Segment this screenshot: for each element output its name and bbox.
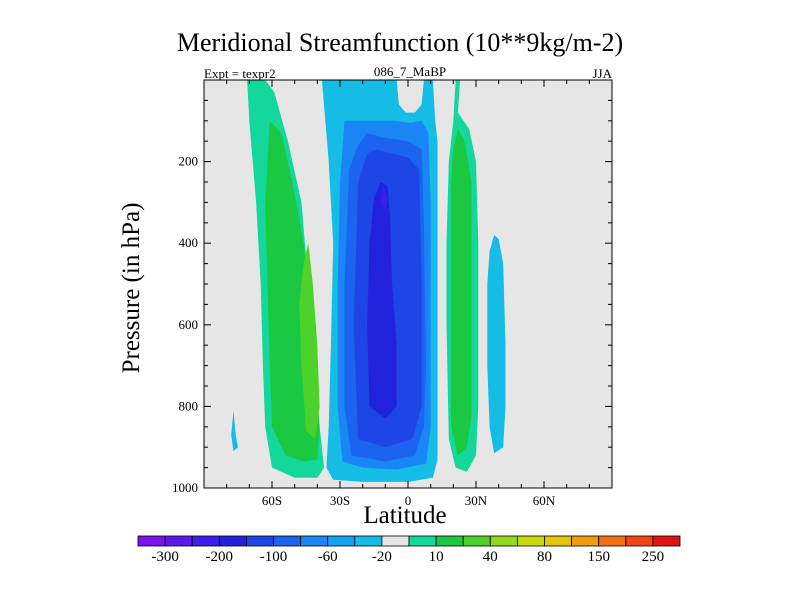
colorbar-label: 80 (537, 549, 552, 565)
x-tick-label: 0 (405, 493, 412, 508)
contour-region-2 (299, 243, 320, 439)
y-tick-label: 600 (179, 317, 199, 332)
x-tick-label: 30S (330, 493, 350, 508)
colorbar-swatch-18 (625, 535, 654, 547)
x-tick-label: 60S (262, 493, 282, 508)
x-tick-label: 60N (533, 493, 556, 508)
colorbar-swatch-7 (327, 535, 356, 547)
y-tick-label: 200 (179, 154, 199, 169)
x-tick-label: 30N (465, 493, 488, 508)
contour-region-11 (451, 129, 472, 456)
colorbar-swatch-11 (435, 535, 464, 547)
colorbar-swatch-14 (517, 535, 545, 547)
colorbar-label: 250 (642, 549, 665, 565)
colorbar-label: 150 (587, 549, 610, 565)
colorbar-label: 40 (483, 549, 498, 565)
season-label: JJA (592, 66, 612, 81)
contour-region-8 (367, 182, 397, 419)
colorbar-label: -100 (260, 549, 288, 565)
colorbar-label: -200 (206, 549, 234, 565)
contour-region-12 (487, 235, 506, 454)
colorbar-swatch-2 (191, 535, 220, 547)
colorbar-swatch-16 (571, 535, 600, 547)
period-label: 086_7_MaBP (373, 64, 447, 79)
colorbar-swatch-4 (245, 535, 274, 547)
colorbar-swatch-3 (218, 535, 247, 547)
colorbar-swatch-5 (273, 535, 302, 547)
colorbar-swatch-15 (544, 535, 573, 547)
colorbar-swatch-10 (408, 535, 437, 547)
colorbar-label: -20 (372, 549, 392, 565)
colorbar-label: 10 (429, 549, 444, 565)
contour-region-3 (231, 410, 238, 452)
y-tick-label: 400 (179, 235, 199, 250)
colorbar-swatch-6 (300, 535, 329, 547)
colorbar-label: -60 (318, 549, 338, 565)
colorbar-label: -300 (151, 549, 179, 565)
contour-region-9 (380, 186, 388, 211)
experiment-label: Expt = texpr2 (204, 66, 276, 81)
colorbar-swatch-1 (164, 535, 193, 547)
colorbar-swatch-17 (598, 535, 627, 547)
colorbar-swatch-8 (354, 535, 383, 547)
colorbar-swatch-0 (137, 535, 166, 547)
y-tick-label: 800 (179, 398, 199, 413)
x-axis-label: Latitude (363, 502, 447, 529)
colorbar-swatch-12 (462, 535, 491, 547)
colorbar-swatch-13 (489, 535, 518, 547)
y-tick-label: 1000 (172, 480, 198, 495)
colorbar-swatch-19 (652, 535, 681, 547)
colorbar-swatch-9 (381, 535, 410, 547)
chart-title: Meridional Streamfunction (10**9kg/m-2) (176, 28, 624, 57)
